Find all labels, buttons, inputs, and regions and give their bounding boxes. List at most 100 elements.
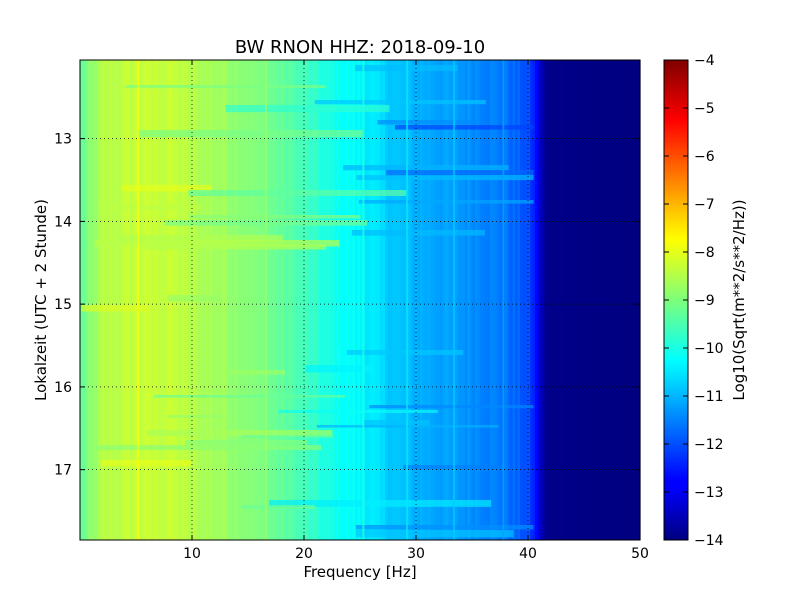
spectrogram-streak bbox=[356, 530, 514, 538]
spectrogram-column bbox=[322, 60, 326, 540]
spectrogram-column bbox=[420, 60, 424, 540]
spectrogram-column bbox=[247, 60, 251, 540]
spectrogram-column bbox=[357, 60, 361, 540]
spectrogram-column bbox=[522, 60, 526, 540]
spectral-line bbox=[264, 60, 267, 540]
spectrogram-column bbox=[430, 60, 434, 540]
spectrogram-column bbox=[150, 60, 154, 540]
spectrogram-streak bbox=[94, 240, 340, 247]
spectrogram-column bbox=[600, 60, 604, 540]
spectrogram-column bbox=[630, 60, 634, 540]
spectrogram-column bbox=[485, 60, 489, 540]
spectrogram-column bbox=[297, 60, 301, 540]
spectrogram-column bbox=[392, 60, 396, 540]
spectral-line bbox=[502, 60, 505, 540]
spectrogram-column bbox=[517, 60, 521, 540]
spectrogram-column bbox=[125, 60, 129, 540]
spectrogram-column bbox=[605, 60, 609, 540]
spectrogram-column bbox=[347, 60, 351, 540]
spectrogram-column bbox=[552, 60, 556, 540]
spectrogram-column bbox=[152, 60, 156, 540]
spectrogram-column bbox=[117, 60, 121, 540]
spectrogram-streak bbox=[154, 395, 345, 398]
spectrogram-column bbox=[535, 60, 539, 540]
spectrogram-column bbox=[377, 60, 381, 540]
spectrogram-column bbox=[557, 60, 561, 540]
spectrogram-column bbox=[282, 60, 286, 540]
spectrogram-column bbox=[285, 60, 289, 540]
spectrogram-streak bbox=[385, 170, 534, 176]
spectrogram-column bbox=[475, 60, 479, 540]
spectrogram-column bbox=[585, 60, 589, 540]
spectrogram-column bbox=[470, 60, 474, 540]
spectrogram-column bbox=[627, 60, 631, 540]
spectrogram-column bbox=[622, 60, 626, 540]
spectrogram-column bbox=[565, 60, 569, 540]
spectrogram-column bbox=[595, 60, 599, 540]
spectrogram-column bbox=[232, 60, 236, 540]
spectrogram-column bbox=[310, 60, 314, 540]
spectrogram-column bbox=[487, 60, 491, 540]
colorbar-tick-label: −8 bbox=[694, 245, 715, 261]
spectrogram-column bbox=[427, 60, 431, 540]
spectrogram-column bbox=[500, 60, 504, 540]
spectrogram-column bbox=[547, 60, 551, 540]
spectrogram-column bbox=[445, 60, 449, 540]
spectrogram-column bbox=[350, 60, 354, 540]
spectral-line bbox=[362, 60, 365, 540]
spectrogram-column bbox=[110, 60, 114, 540]
spectrogram-column bbox=[477, 60, 481, 540]
spectrogram-column bbox=[92, 60, 96, 540]
spectrogram-streak bbox=[343, 165, 509, 171]
spectrogram-column bbox=[335, 60, 339, 540]
spectrogram-column bbox=[95, 60, 99, 540]
spectrogram-column bbox=[415, 60, 419, 540]
spectrogram-column bbox=[295, 60, 299, 540]
spectrogram-column bbox=[157, 60, 161, 540]
spectrogram-streak bbox=[229, 370, 286, 375]
spectrogram-column bbox=[97, 60, 101, 540]
spectrogram-column bbox=[550, 60, 554, 540]
colorbar-tick-label: −5 bbox=[694, 101, 715, 117]
colorbar-tick-label: −11 bbox=[694, 389, 724, 405]
spectrogram-column bbox=[255, 60, 259, 540]
spectrogram-column bbox=[250, 60, 254, 540]
spectrogram-column bbox=[145, 60, 149, 540]
spectrogram-column bbox=[127, 60, 131, 540]
spectrogram-column bbox=[227, 60, 231, 540]
spectrogram-column bbox=[555, 60, 559, 540]
spectrogram-column bbox=[320, 60, 324, 540]
spectrogram-column bbox=[87, 60, 91, 540]
spectrogram-column bbox=[395, 60, 399, 540]
spectral-line bbox=[137, 60, 140, 540]
spectrogram-column bbox=[355, 60, 359, 540]
spectrogram-column bbox=[465, 60, 469, 540]
spectrogram-column bbox=[435, 60, 439, 540]
spectrogram-streak bbox=[358, 200, 534, 204]
spectrogram-streak bbox=[184, 440, 307, 445]
spectrogram-column bbox=[597, 60, 601, 540]
colorbar-tick-label: −12 bbox=[694, 437, 724, 453]
spectrogram-column bbox=[252, 60, 256, 540]
spectrogram-streak bbox=[125, 85, 326, 89]
spectrogram-column bbox=[222, 60, 226, 540]
spectrogram-column bbox=[330, 60, 334, 540]
x-tick-label: 40 bbox=[519, 546, 537, 562]
spectrogram-streak bbox=[95, 445, 322, 451]
spectrogram-column bbox=[580, 60, 584, 540]
spectrogram-column bbox=[112, 60, 116, 540]
spectrogram-column bbox=[360, 60, 364, 540]
spectrogram-column bbox=[365, 60, 369, 540]
spectrogram-column bbox=[480, 60, 484, 540]
spectrogram-column bbox=[592, 60, 596, 540]
spectrogram-column bbox=[575, 60, 579, 540]
plot-area: 10 20 30 40 50 13 14 15 16 17 bbox=[54, 59, 649, 562]
chart-title: BW RNON HHZ: 2018-09-10 bbox=[235, 37, 485, 58]
y-axis-ticks: 13 14 15 16 17 bbox=[54, 132, 640, 479]
spectrogram-column bbox=[527, 60, 531, 540]
spectrogram-streak bbox=[351, 230, 485, 236]
spectrogram-column bbox=[497, 60, 501, 540]
spectrogram-column bbox=[317, 60, 321, 540]
colorbar-tick-label: −10 bbox=[694, 341, 724, 357]
